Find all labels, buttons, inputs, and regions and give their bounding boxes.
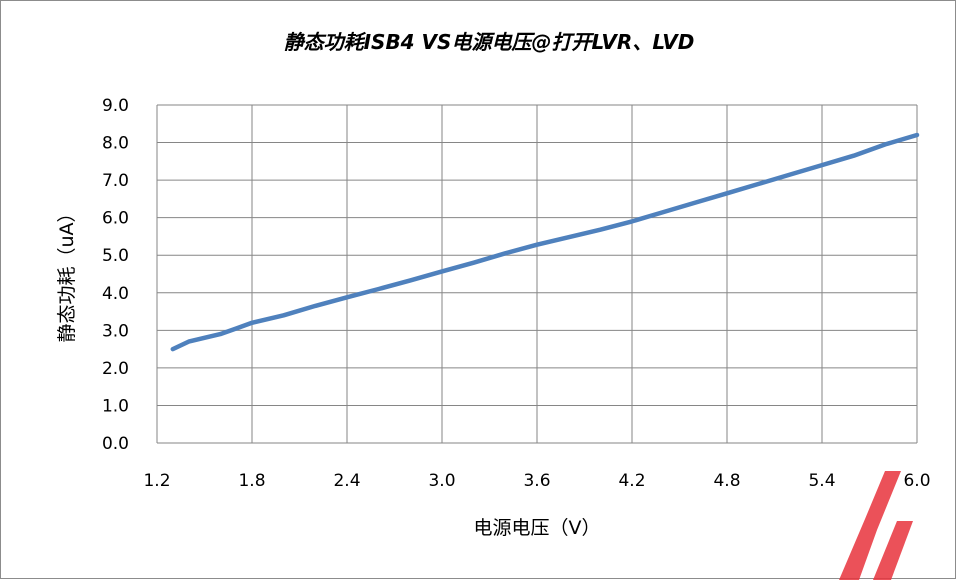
- x-tick-label: 6.0: [903, 471, 930, 491]
- y-tick-label: 3.0: [102, 321, 129, 341]
- y-tick-label: 7.0: [102, 171, 129, 191]
- y-tick-label: 9.0: [102, 96, 129, 116]
- x-tick-label: 5.4: [808, 471, 835, 491]
- y-tick-label: 0.0: [102, 434, 129, 454]
- y-tick-label: 5.0: [102, 246, 129, 266]
- x-tick-label: 1.2: [143, 471, 170, 491]
- y-tick-label: 4.0: [102, 284, 129, 304]
- x-tick-label: 4.2: [618, 471, 645, 491]
- tick-labels: 0.0 1.0 2.0 3.0 4.0 5.0 6.0 7.0 8.0 9.0 1.2 1.8 2.4 3…: [102, 96, 931, 491]
- series-line-0: [170, 132, 920, 352]
- y-axis-label: 静态功耗（uA）: [56, 203, 78, 342]
- x-tick-label: 1.8: [238, 471, 265, 491]
- x-tick-label: 3.0: [428, 471, 455, 491]
- series-layer: [170, 132, 920, 352]
- logo-watermark: [839, 471, 913, 580]
- x-axis-label: 电源电压（V）: [474, 517, 601, 539]
- x-tick-label: 4.8: [713, 471, 740, 491]
- y-tick-label: 1.0: [102, 396, 129, 416]
- y-tick-label: 8.0: [102, 134, 129, 154]
- x-tick-label: 3.6: [523, 471, 550, 491]
- y-tick-label: 2.0: [102, 359, 129, 379]
- y-tick-label: 6.0: [102, 209, 129, 229]
- x-tick-label: 2.4: [333, 471, 360, 491]
- chart-title: 静态功耗ISB4 VS电源电压@打开LVR、LVD: [284, 30, 695, 54]
- grid: [156, 104, 918, 444]
